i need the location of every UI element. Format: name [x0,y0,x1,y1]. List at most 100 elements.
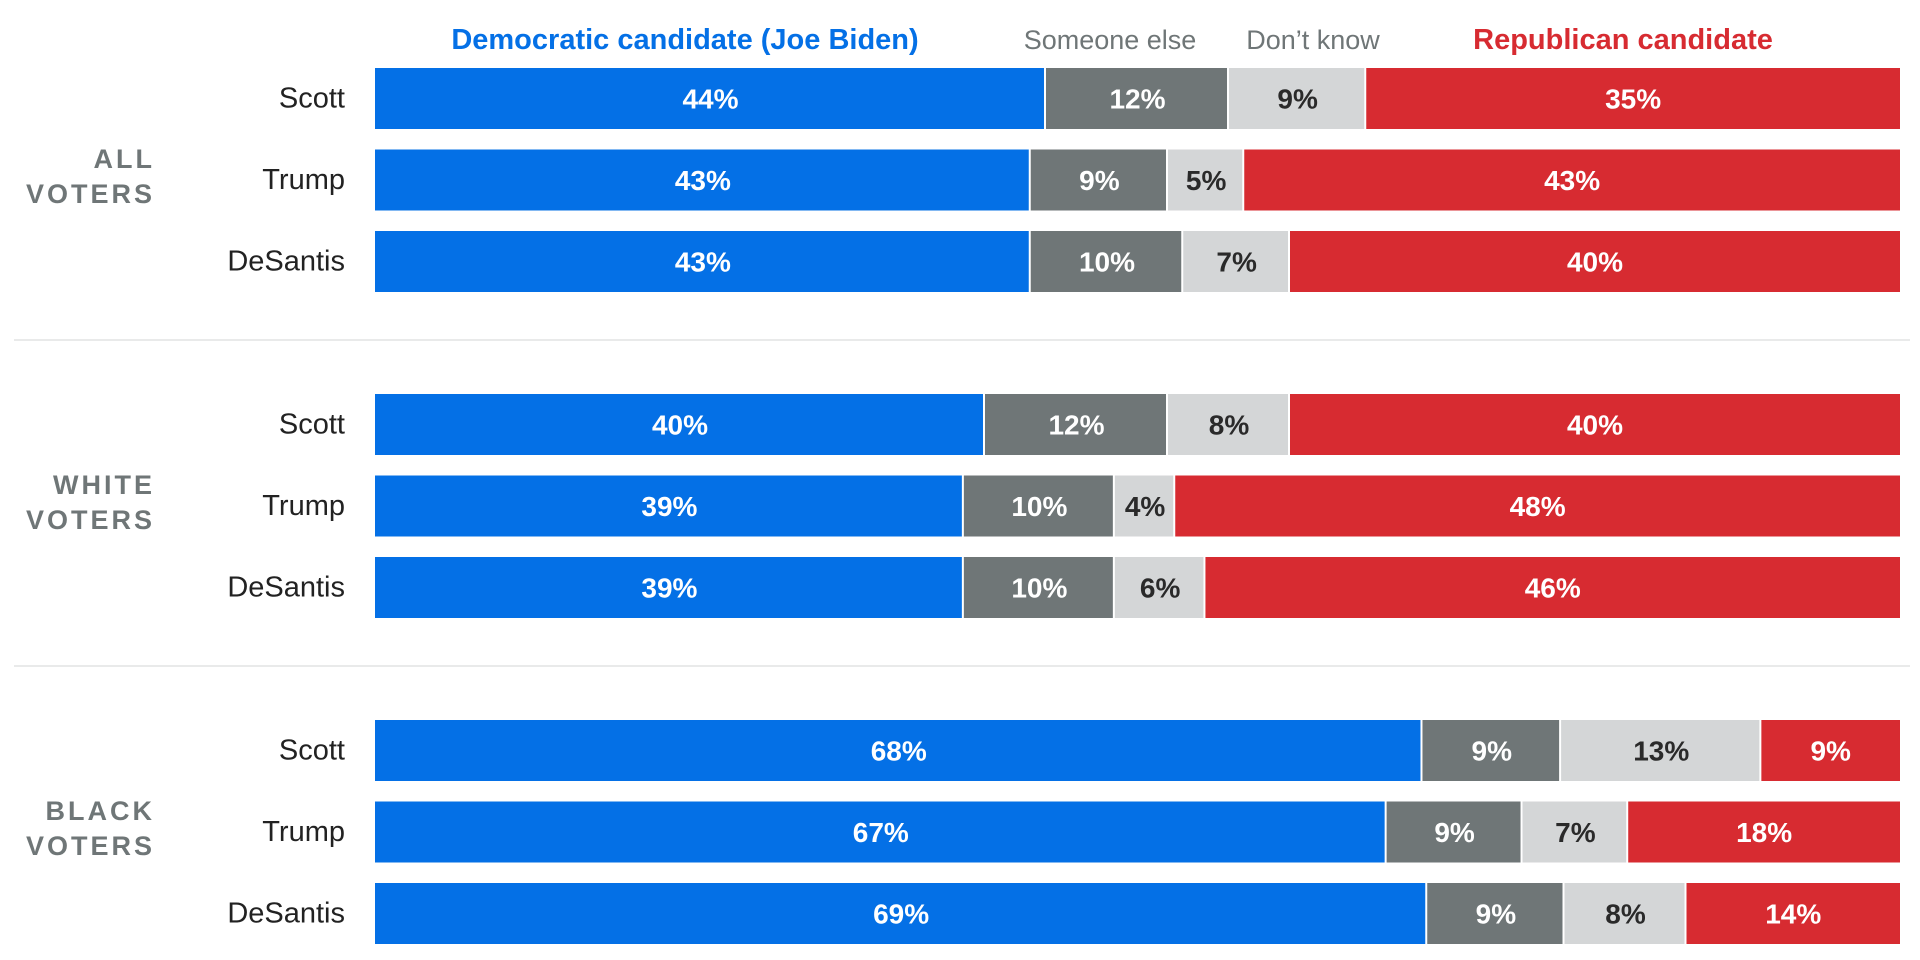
bar-segment-else [1046,68,1227,129]
legend: Democratic candidate (Joe Biden) Someone … [451,24,1773,56]
bar-segment-dem [375,801,1385,863]
bar-segment-else [1386,801,1521,863]
data-label-else: 9% [1434,817,1475,848]
bar-row: Trump 67% 9% 7% 18% [262,801,1900,863]
data-label-dem: 67% [853,817,909,848]
bar-segment-dem [375,883,1426,944]
data-label-dem: 39% [641,491,697,522]
bar-segment-dk [1114,475,1174,537]
bar-segment-rep [1205,557,1900,618]
data-label-dk: 13% [1633,736,1689,767]
data-label-rep: 40% [1567,410,1623,441]
bar-segment-dk [1561,720,1760,781]
row-label: Scott [279,735,345,767]
data-label-dem: 43% [675,247,731,278]
bar-segment-dk [1183,231,1288,292]
data-label-dk: 8% [1209,410,1250,441]
data-label-dem: 69% [873,899,929,930]
bar-segment-else [963,557,1113,618]
data-label-dem: 68% [871,736,927,767]
data-label-dk: 6% [1140,573,1181,604]
legend-label-else: Someone else [1024,25,1197,55]
data-label-else: 10% [1011,573,1067,604]
bar-segment-dem [375,475,962,537]
voter-group: BLACK VOTERS Scott 68% 9% 13% 9% Trump 67% 9% 7% 18… [26,720,1900,944]
data-label-dk: 4% [1125,491,1166,522]
bar-row: Trump 43% 9% 5% 43% [262,149,1900,211]
legend-label-dk: Don’t know [1246,25,1380,55]
row-label: DeSantis [227,898,345,930]
voter-group: ALL VOTERS Scott 44% 12% 9% 35% Trump 43% 9% 5% 43%… [26,68,1900,292]
bar-segment-rep [1761,720,1900,781]
row-label: DeSantis [227,572,345,604]
bar-segment-rep [1366,68,1900,129]
data-label-dk: 9% [1277,84,1318,115]
data-label-dem: 39% [641,573,697,604]
data-label-else: 12% [1048,410,1104,441]
data-label-rep: 43% [1544,165,1600,196]
data-label-else: 9% [1476,899,1517,930]
group-label: BLACK [46,796,156,826]
data-label-dk: 5% [1186,165,1227,196]
bar-segment-else [1030,231,1182,292]
legend-label-rep: Republican candidate [1473,24,1773,56]
bar-segment-rep [1686,883,1900,944]
bar-segment-else [985,394,1166,455]
voter-group: WHITE VOTERS Scott 40% 12% 8% 40% Trump 39% 10% 4%… [26,394,1900,618]
bar-segment-dk [1564,883,1685,944]
group-label: VOTERS [26,505,155,535]
bar-segment-else [1427,883,1563,944]
data-label-else: 10% [1011,491,1067,522]
data-label-rep: 46% [1525,573,1581,604]
data-label-dem: 44% [682,84,738,115]
bar-row: Scott 40% 12% 8% 40% [279,394,1900,455]
bar-row: Scott 68% 9% 13% 9% [279,720,1900,781]
data-label-else: 10% [1079,247,1135,278]
bar-segment-dk [1168,149,1243,211]
data-label-rep: 14% [1765,899,1821,930]
row-label: Scott [279,409,345,441]
group-label: VOTERS [26,831,155,861]
bar-segment-dem [375,231,1029,292]
data-label-rep: 48% [1510,491,1566,522]
bar-row: DeSantis 39% 10% 6% 46% [227,557,1900,618]
group-label: VOTERS [26,179,155,209]
bar-segment-dk [1168,394,1288,455]
bar-segment-rep [1290,231,1900,292]
chart-groups: ALL VOTERS Scott 44% 12% 9% 35% Trump 43% 9% 5% 43%… [14,68,1910,944]
row-label: Trump [262,490,345,522]
data-label-rep: 9% [1810,736,1851,767]
bar-segment-dem [375,68,1044,129]
bar-segment-else [1030,149,1166,211]
bar-segment-dk [1522,801,1627,863]
data-label-else: 12% [1109,84,1165,115]
legend-label-dem: Democratic candidate (Joe Biden) [451,24,918,56]
group-label: ALL [94,144,155,174]
data-label-else: 9% [1079,165,1120,196]
data-label-rep: 18% [1736,817,1792,848]
row-label: DeSantis [227,246,345,278]
bar-segment-rep [1290,394,1900,455]
data-label-dk: 7% [1216,247,1257,278]
bar-segment-rep [1628,801,1900,863]
data-label-rep: 35% [1605,84,1661,115]
bar-segment-dem [375,720,1421,781]
bar-segment-rep [1244,149,1900,211]
bar-segment-dem [375,149,1029,211]
bar-segment-else [1422,720,1560,781]
bar-segment-dem [375,557,962,618]
bar-segment-dk [1114,557,1204,618]
data-label-dk: 7% [1555,817,1596,848]
data-label-dem: 43% [675,165,731,196]
data-label-else: 9% [1472,736,1513,767]
row-label: Trump [262,816,345,848]
bar-row: DeSantis 43% 10% 7% 40% [227,231,1900,292]
data-label-rep: 40% [1567,247,1623,278]
bar-segment-dk [1229,68,1365,129]
bar-segment-dem [375,394,983,455]
row-label: Trump [262,164,345,196]
bar-segment-rep [1175,475,1900,537]
row-label: Scott [279,83,345,115]
bar-segment-else [963,475,1113,537]
